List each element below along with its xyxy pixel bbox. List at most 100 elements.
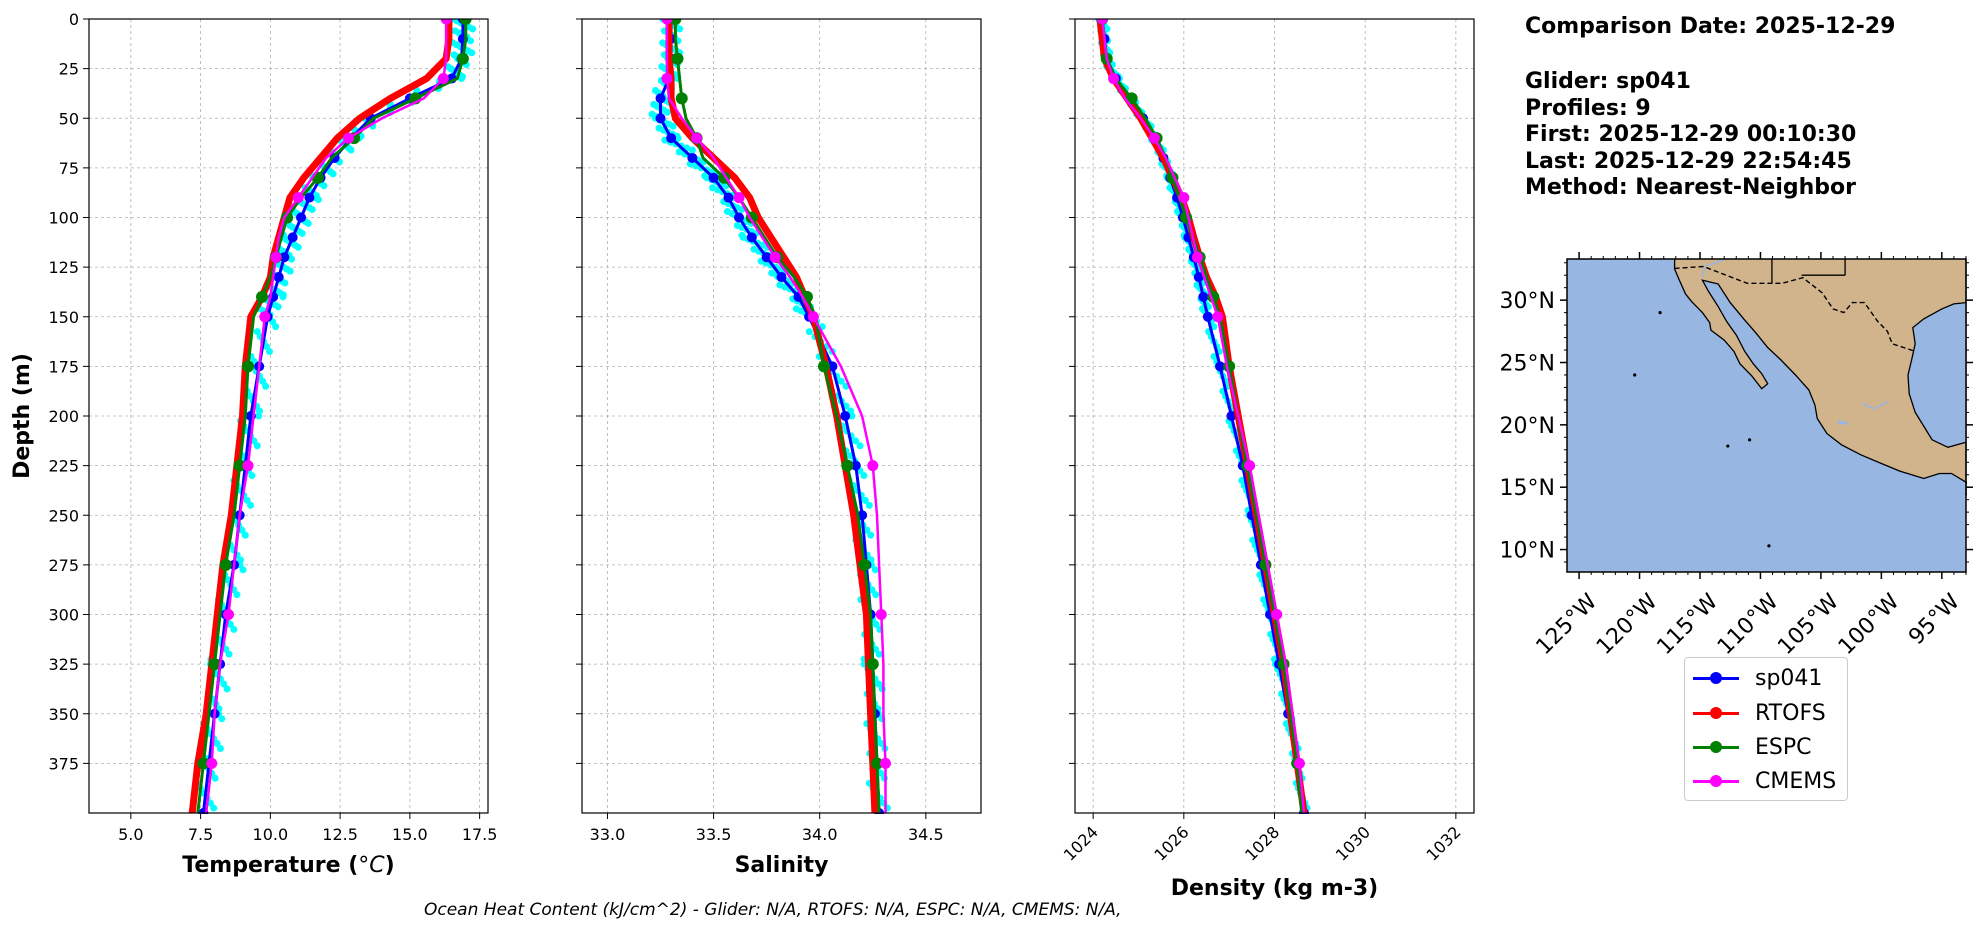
glider-raw-point	[304, 219, 312, 227]
series-point-cmems	[879, 757, 891, 769]
y-tick-label: 200	[48, 407, 79, 426]
glider-raw-point	[298, 229, 306, 237]
glider-raw-point	[272, 323, 280, 331]
legend-item-cmems: CMEMS	[1685, 767, 1845, 797]
glider-raw-point	[220, 680, 228, 688]
legend-label-cmems: CMEMS	[1755, 769, 1837, 794]
series-espc	[196, 19, 472, 814]
x-tick-label: 33.0	[590, 825, 626, 844]
y-tick-label: 75	[59, 159, 79, 178]
last-time-label: Last: 2025-12-29 22:54:45	[1525, 149, 1852, 174]
method-label: Method: Nearest-Neighbor	[1525, 175, 1856, 200]
series-point-cmems	[691, 132, 703, 144]
chart-legend: sp041 RTOFS ESPC CMEMS	[1684, 657, 1848, 801]
glider-raw-point	[674, 134, 682, 142]
y-tick-label: 325	[48, 655, 79, 674]
series-point-sp041	[655, 113, 666, 124]
y-tick-label: 225	[48, 457, 79, 476]
series-point-sp041	[850, 460, 861, 471]
glider-raw-point	[675, 148, 683, 156]
series-group	[1095, 19, 1311, 814]
glider-raw-point	[320, 182, 328, 190]
map-lon-label: 95°W	[1904, 589, 1965, 650]
glider-raw-point	[875, 650, 883, 658]
series-point-cmems	[807, 311, 819, 323]
y-axis-label: Depth (m)	[10, 353, 35, 479]
map-river	[1861, 400, 1889, 410]
series-point-espc	[871, 757, 884, 770]
series-point-cmems	[1271, 609, 1283, 620]
x-tick-label: 17.5	[462, 825, 498, 844]
y-tick-label: 50	[59, 109, 79, 128]
profiles-label: Profiles: 9	[1525, 96, 1651, 121]
glider-raw-point	[243, 496, 251, 504]
glider-raw-point	[848, 412, 856, 420]
map-lat-label: 20°N	[1500, 414, 1555, 439]
series-point-cmems	[1108, 73, 1120, 85]
series-point-sp041	[273, 272, 284, 283]
glider-raw-point	[238, 526, 246, 534]
glider-raw-point	[230, 625, 238, 633]
map-lon-label: 120°W	[1592, 589, 1663, 660]
series-point-sp041	[287, 232, 298, 243]
map-lat-label: 25°N	[1500, 352, 1555, 377]
series-point-cmems	[1293, 757, 1305, 769]
series-rtofs	[188, 19, 453, 814]
glider-raw-point	[852, 437, 860, 445]
glider-raw-point	[248, 472, 256, 480]
map-gulf-water	[1908, 302, 1966, 448]
glider-raw-point	[860, 472, 868, 480]
series-point-espc	[197, 757, 210, 770]
glider-raw-point	[457, 75, 465, 83]
y-tick-label: 350	[48, 705, 79, 724]
profile-panel-2: 33.0 33.5 34.0 34.5 Salinity	[576, 18, 982, 878]
map-lon-label: 110°W	[1713, 589, 1784, 660]
series-point-espc	[456, 52, 469, 65]
series-point-espc	[242, 360, 255, 373]
map-river	[1701, 259, 1726, 278]
series-line-cmems	[204, 19, 448, 814]
glider-raw-point	[688, 146, 696, 154]
map-lat-label: 30°N	[1500, 289, 1555, 314]
glider-raw-point	[294, 243, 302, 251]
series-line-cmems	[665, 19, 887, 813]
series-point-espc	[459, 19, 472, 25]
map-frame	[1566, 258, 1967, 573]
glider-label: Glider: sp041	[1525, 69, 1691, 94]
glider-raw-point	[288, 255, 296, 263]
y-tick-label: 275	[48, 556, 79, 575]
series-point-espc	[675, 92, 688, 105]
x-tick-label: 1026	[1150, 822, 1192, 864]
glider-raw-point	[469, 25, 477, 33]
glider-raw-point	[286, 267, 294, 275]
series-point-espc	[671, 52, 684, 65]
series-point-sp041	[708, 172, 719, 183]
glider-raw-point	[247, 501, 255, 509]
location-map: 30°N 25°N 20°N 15°N 10°N 125°W120°W115°W110°W…	[1500, 252, 1973, 660]
series-point-sp041	[1215, 361, 1226, 372]
series-point-cmems	[867, 460, 879, 472]
x-tick-label: 1024	[1060, 822, 1102, 864]
series-cmems	[661, 19, 891, 813]
series-point-cmems	[342, 132, 354, 144]
glider-raw-point	[213, 740, 221, 748]
map-island	[1633, 373, 1637, 377]
series-point-sp041	[279, 252, 290, 263]
legend-marker-cmems	[1710, 775, 1722, 787]
series-point-cmems	[1191, 251, 1203, 263]
series-line-rtofs	[188, 19, 453, 814]
series-point-sp041	[329, 152, 340, 163]
glider-raw-point	[676, 25, 684, 33]
x-tick-label: 15.0	[392, 825, 428, 844]
map-island	[1658, 311, 1662, 315]
legend-item-rtofs: RTOFS	[1685, 699, 1845, 729]
glider-raw-point	[225, 650, 233, 658]
map-lat-label: 15°N	[1500, 476, 1555, 501]
profile-panel-1: 5.0 7.5 10.0 12.5 15.0 17.5 0 25 50 75 100 125 150 17…	[10, 10, 497, 878]
legend-item-espc: ESPC	[1685, 733, 1845, 763]
glider-raw-point	[663, 108, 671, 116]
series-point-sp041	[734, 212, 745, 223]
series-point-cmems	[1096, 19, 1108, 25]
x-axis-label: Salinity	[735, 853, 829, 878]
map-lon-label: 115°W	[1652, 589, 1723, 660]
